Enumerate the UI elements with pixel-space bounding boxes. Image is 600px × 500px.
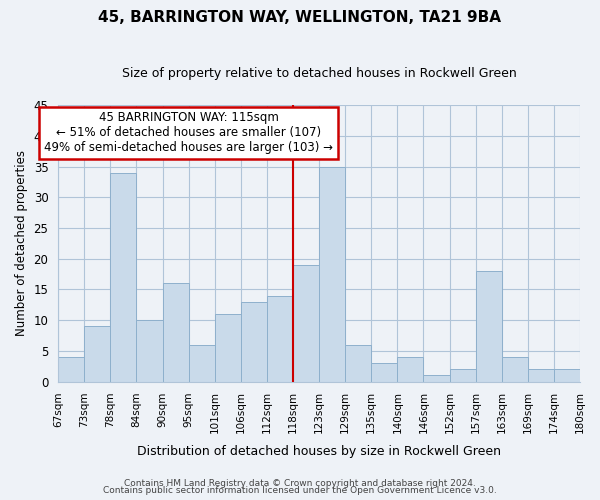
- Bar: [163, 284, 188, 382]
- Text: Contains HM Land Registry data © Crown copyright and database right 2024.: Contains HM Land Registry data © Crown c…: [124, 478, 476, 488]
- Bar: [476, 271, 502, 382]
- Bar: [449, 370, 476, 382]
- Bar: [293, 265, 319, 382]
- X-axis label: Distribution of detached houses by size in Rockwell Green: Distribution of detached houses by size …: [137, 444, 501, 458]
- Bar: [371, 363, 397, 382]
- Bar: [84, 326, 110, 382]
- Bar: [424, 376, 449, 382]
- Bar: [319, 166, 345, 382]
- Bar: [345, 344, 371, 382]
- Bar: [136, 320, 163, 382]
- Bar: [554, 370, 580, 382]
- Bar: [502, 357, 528, 382]
- Title: Size of property relative to detached houses in Rockwell Green: Size of property relative to detached ho…: [122, 68, 517, 80]
- Text: 45 BARRINGTON WAY: 115sqm
← 51% of detached houses are smaller (107)
49% of semi: 45 BARRINGTON WAY: 115sqm ← 51% of detac…: [44, 112, 333, 154]
- Y-axis label: Number of detached properties: Number of detached properties: [15, 150, 28, 336]
- Bar: [528, 370, 554, 382]
- Text: Contains public sector information licensed under the Open Government Licence v3: Contains public sector information licen…: [103, 486, 497, 495]
- Bar: [241, 302, 267, 382]
- Text: 45, BARRINGTON WAY, WELLINGTON, TA21 9BA: 45, BARRINGTON WAY, WELLINGTON, TA21 9BA: [98, 10, 502, 25]
- Bar: [110, 173, 136, 382]
- Bar: [188, 344, 215, 382]
- Bar: [58, 357, 84, 382]
- Bar: [397, 357, 424, 382]
- Bar: [215, 314, 241, 382]
- Bar: [267, 296, 293, 382]
